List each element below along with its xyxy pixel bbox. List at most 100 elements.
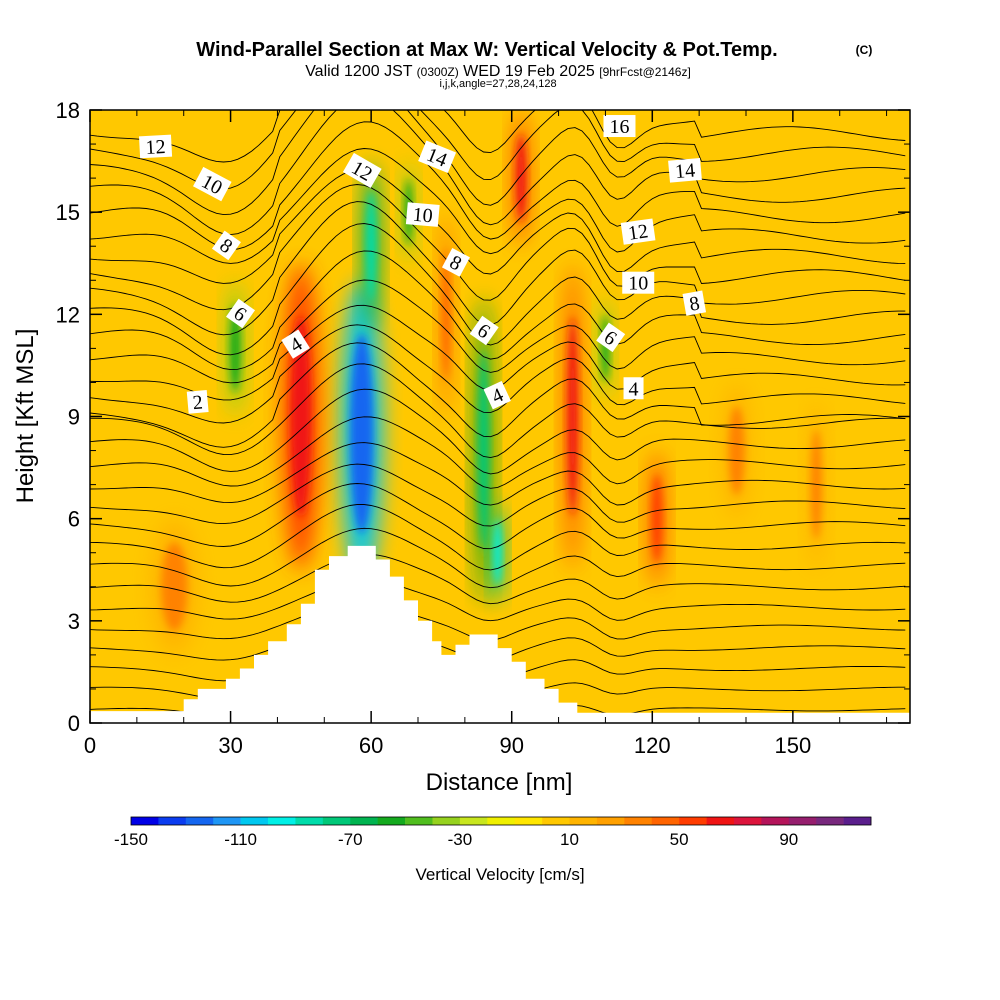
colorbar-swatch — [733, 817, 762, 825]
copyright-mark: (C) — [856, 43, 873, 57]
colorbar-swatch — [377, 817, 406, 825]
theta-contour — [90, 463, 906, 527]
colorbar-tick-label: -150 — [114, 830, 148, 849]
colorbar-swatch — [624, 817, 653, 825]
colorbar-swatch — [350, 817, 378, 825]
theta-contour — [90, 279, 906, 384]
plot-background — [90, 110, 910, 723]
theta-contour — [90, 363, 906, 459]
x-axis-label: Distance [nm] — [426, 769, 573, 796]
contour-label: 16 — [603, 115, 636, 138]
colorbar-tick-label: -110 — [224, 830, 257, 849]
contour-label-box — [441, 247, 470, 277]
chart-subtitle: Valid 1200 JST (0300Z) WED 19 Feb 2025 [… — [305, 63, 691, 80]
theta-contour — [90, 110, 906, 163]
colorbar-swatch — [295, 817, 324, 825]
contour-label: 6 — [226, 298, 256, 329]
axes: 0 30 60 90 120 150 0 3 6 9 12 15 18 — [56, 98, 910, 758]
colorbar-swatch — [268, 817, 296, 825]
contour-label-box — [668, 157, 702, 183]
contour-label: 12 — [138, 134, 173, 159]
colorbar-frame — [130, 816, 872, 826]
contour-label: 6 — [596, 322, 626, 353]
colorbar-tick-label: 50 — [670, 830, 689, 849]
contour-label-box — [483, 380, 511, 410]
contour-label-box — [622, 271, 655, 294]
y-tick-label: 18 — [56, 98, 80, 123]
velocity-core — [515, 133, 527, 223]
contour-label-box — [186, 390, 209, 414]
velocity-core — [478, 350, 489, 551]
title-block: Wind-Parallel Section at Max W: Vertical… — [196, 39, 872, 90]
colorbar-tick-label: -70 — [338, 830, 363, 849]
contour-label-box — [281, 329, 310, 359]
contour-label-text: 10 — [412, 204, 434, 228]
contour-label-text: 4 — [629, 378, 639, 400]
contour-label: 2 — [186, 390, 209, 414]
contour-label-box — [211, 230, 241, 261]
chart-title: Wind-Parallel Section at Max W: Vertical… — [196, 39, 777, 61]
velocity-core — [728, 406, 745, 495]
grid-indices: i,j,k,angle=27,28,24,128 — [439, 78, 556, 90]
theta-contour — [90, 201, 906, 336]
colorbar-label: Vertical Velocity [cm/s] — [415, 865, 584, 884]
contour-label: 4 — [623, 377, 644, 400]
contour-label-text: 8 — [688, 292, 702, 315]
colorbar-swatch — [158, 817, 187, 825]
valid-time: Valid 1200 JST — [305, 63, 413, 80]
colorbar-swatch — [185, 817, 214, 825]
colorbar-swatch — [569, 817, 598, 825]
theta-contour — [90, 184, 906, 311]
contour-label-box — [342, 152, 382, 188]
contour-label: 12 — [342, 152, 382, 188]
colorbar-swatch — [213, 817, 241, 825]
theta-contour — [90, 342, 906, 448]
y-tick-label: 0 — [68, 711, 80, 736]
theta-contour — [90, 483, 906, 550]
y-tick-label: 15 — [56, 200, 80, 225]
contour-label-text: 10 — [628, 273, 648, 295]
x-tick-label: 90 — [499, 733, 523, 758]
colorbar-swatch — [761, 817, 790, 825]
theta-contour — [90, 504, 906, 571]
colorbar-swatch — [843, 817, 872, 825]
contour-label: 12 — [620, 218, 656, 245]
velocity-core — [442, 247, 450, 381]
colorbar-swatch — [405, 817, 433, 825]
colorbar-swatch — [651, 817, 680, 825]
valid-date: WED 19 Feb 2025 — [463, 63, 595, 80]
contour-label-box — [405, 202, 440, 227]
theta-contour — [90, 148, 906, 264]
theta-contour — [90, 579, 906, 622]
contour-label: 14 — [668, 157, 702, 183]
y-axis-label: Height [Kft MSL] — [12, 329, 39, 504]
theta-contour — [90, 324, 906, 424]
theta-contour — [90, 527, 906, 589]
contour-label: 4 — [483, 380, 511, 410]
colorbar-swatch — [596, 817, 625, 825]
contour-label: 8 — [441, 247, 470, 277]
contour-label-box — [623, 377, 644, 400]
terrain-mask — [90, 545, 910, 723]
y-tick-label: 9 — [68, 405, 80, 430]
x-tick-label: 150 — [774, 733, 811, 758]
colorbar-swatch — [706, 817, 735, 825]
colorbar-swatch — [432, 817, 461, 825]
contour-label: 8 — [211, 230, 241, 261]
velocity-core — [567, 316, 578, 517]
colorbar-swatch — [542, 817, 570, 825]
theta-contour — [90, 169, 906, 284]
contour-label-text: 2 — [192, 391, 204, 414]
contour-label-box — [226, 298, 256, 329]
x-tick-label: 0 — [84, 733, 96, 758]
velocity-core — [230, 304, 241, 393]
x-tick-label: 120 — [634, 733, 671, 758]
theta-contour — [90, 416, 906, 489]
colorbar-tick-label: -30 — [448, 830, 473, 849]
contour-label-box — [620, 218, 656, 245]
forecast-info: [9hrFcst@2146z] — [599, 65, 691, 79]
theta-contour — [90, 110, 906, 216]
